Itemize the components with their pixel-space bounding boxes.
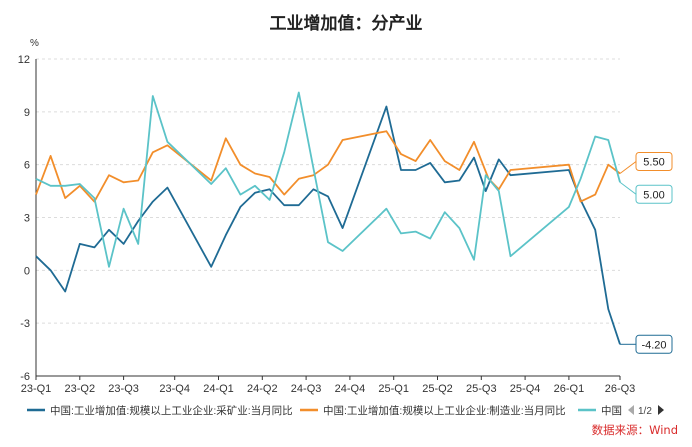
x-tick-label: 25-Q4 bbox=[510, 383, 541, 395]
legend-item-mining[interactable]: 中国:工业增加值:规模以上工业企业:采矿业:当月同比 bbox=[27, 404, 293, 417]
end-label-box bbox=[635, 334, 673, 354]
end-label-leader bbox=[619, 181, 637, 195]
y-tick-label: 0 bbox=[24, 265, 30, 277]
x-tick-label: 25-Q2 bbox=[422, 383, 453, 395]
y-axis-unit: % bbox=[30, 38, 39, 49]
legend-item-utilities[interactable]: 中国 bbox=[578, 404, 622, 417]
x-axis-ticks: 23-Q1 23-Q2 23-Q3 23-Q4 24-Q1 24-Q2 24-Q3 24-Q4… bbox=[21, 376, 636, 395]
end-label-box bbox=[635, 151, 673, 171]
y-tick-label: 3 bbox=[24, 213, 30, 225]
legend-label-manufacturing: 中国:工业增加值:规模以上工业企业:制造业:当月同比 bbox=[323, 404, 566, 417]
series-line-2 bbox=[35, 91, 621, 268]
x-tick-label: 25-Q1 bbox=[378, 383, 409, 395]
chart-title: 工业增加值：分产业 bbox=[270, 13, 423, 34]
x-tick-label: 26-Q3 bbox=[605, 383, 636, 395]
legend-label-utilities: 中国 bbox=[601, 404, 622, 417]
y-tick-label: 12 bbox=[18, 54, 30, 66]
x-tick-label: 23-Q3 bbox=[108, 383, 139, 395]
end-value-label: 5.00 bbox=[643, 189, 664, 201]
legend-next-icon[interactable] bbox=[658, 405, 664, 415]
x-tick-label: 23-Q4 bbox=[159, 383, 190, 395]
series-line-1 bbox=[35, 130, 621, 203]
end-value-labels: -4.20 5.50 5.00 bbox=[619, 151, 673, 354]
end-label-box bbox=[635, 184, 673, 204]
y-axis-ticks: -6 -3 0 3 6 9 12 bbox=[18, 54, 30, 383]
x-tick-label: 25-Q3 bbox=[466, 383, 497, 395]
y-tick-label: -6 bbox=[20, 371, 30, 383]
series-line-0 bbox=[35, 105, 621, 345]
x-tick-label: 26-Q1 bbox=[554, 383, 585, 395]
legend-page-indicator: 1/2 bbox=[638, 406, 652, 417]
legend-prev-icon[interactable] bbox=[628, 405, 634, 415]
legend: 中国:工业增加值:规模以上工业企业:采矿业:当月同比 中国:工业增加值:规模以上… bbox=[27, 404, 664, 417]
series-lines bbox=[35, 91, 621, 345]
y-tick-label: 6 bbox=[24, 160, 30, 172]
x-tick-label: 24-Q2 bbox=[247, 383, 278, 395]
legend-label-mining: 中国:工业增加值:规模以上工业企业:采矿业:当月同比 bbox=[50, 404, 293, 417]
end-value-label: 5.50 bbox=[643, 156, 664, 168]
y-tick-label: -3 bbox=[20, 318, 30, 330]
x-tick-label: 23-Q2 bbox=[65, 383, 96, 395]
x-tick-label: 24-Q1 bbox=[203, 383, 234, 395]
x-tick-label: 23-Q1 bbox=[21, 383, 52, 395]
grid bbox=[35, 58, 620, 376]
x-tick-label: 24-Q4 bbox=[335, 383, 366, 395]
data-source: 数据来源：Wind bbox=[592, 423, 678, 437]
end-value-label: -4.20 bbox=[641, 339, 666, 351]
y-tick-label: 9 bbox=[24, 107, 30, 119]
end-label-leader bbox=[619, 161, 637, 174]
legend-item-manufacturing[interactable]: 中国:工业增加值:规模以上工业企业:制造业:当月同比 bbox=[300, 404, 566, 417]
legend-pager: 1/2 bbox=[628, 405, 664, 417]
x-tick-label: 24-Q3 bbox=[291, 383, 322, 395]
